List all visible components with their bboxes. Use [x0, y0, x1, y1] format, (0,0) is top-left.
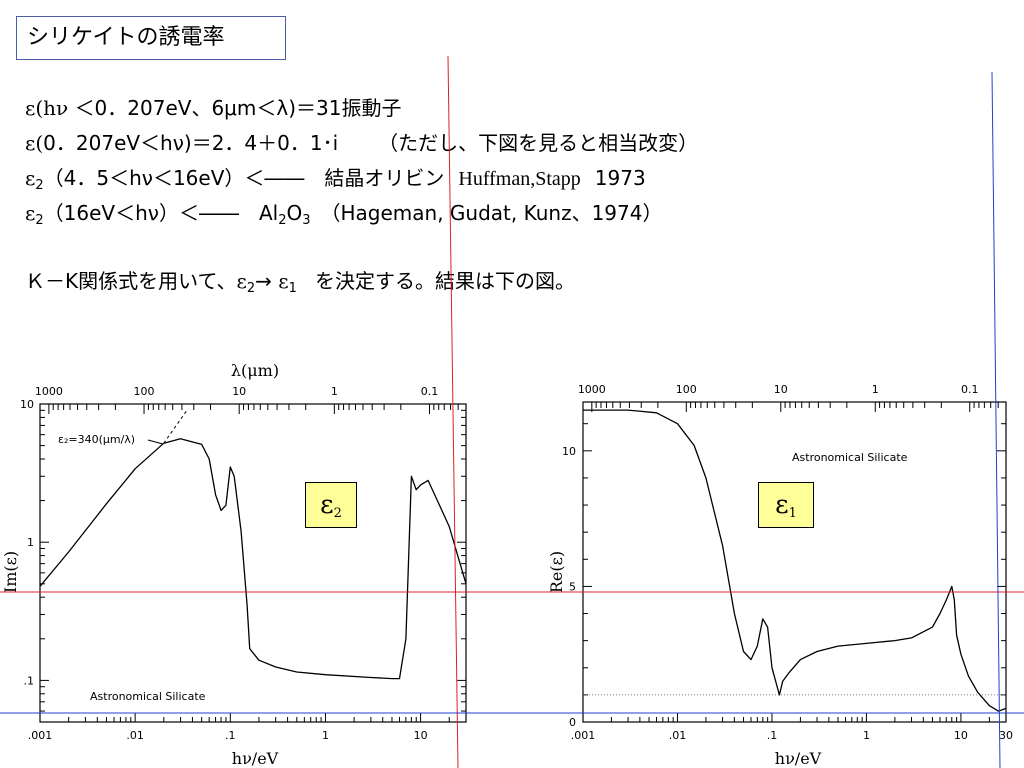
eps-subscript: 1 — [288, 281, 297, 296]
x-tick-label: 10 — [954, 729, 968, 742]
x-tick-label: 10 — [414, 729, 428, 742]
y-tick-label: 10 — [20, 398, 34, 411]
series-line-2 — [583, 409, 1007, 712]
eps-symbol: ε — [25, 201, 36, 225]
top-tick-label: 1000 — [35, 385, 63, 398]
series-line-1 — [39, 438, 467, 680]
plot-frame-1 — [39, 403, 467, 723]
eps-symbol: ε(hν — [25, 96, 69, 120]
line-3-text-a: （4．5＜hν＜16eV）＜―― 結晶オリビン — [43, 166, 445, 190]
eps-symbol: ε — [775, 490, 789, 520]
al-subscript: 2 — [278, 213, 287, 228]
x-tick-label: .1 — [225, 729, 236, 742]
text-line-5: Ｋ－K関係式を用いて、ε2→ ε1 を決定する。結果は下の図。 — [25, 268, 575, 296]
x-tick-label: .1 — [767, 729, 778, 742]
eps-symbol: ε — [278, 269, 289, 293]
line-4-text-a: （16eV＜hν）＜―― Al — [43, 201, 279, 225]
line-4-reference: （Hageman, Gudat, Kunz、1974） — [320, 201, 663, 225]
chart1-top-axis-label: λ(μm) — [231, 361, 279, 380]
x-tick-label: .001 — [571, 729, 596, 742]
y-tick-label: 5 — [569, 580, 576, 593]
eps-subscript: 2 — [246, 281, 256, 296]
slide-title: シリケイトの誘電率 — [16, 16, 286, 60]
eps-symbol: ε — [236, 269, 247, 293]
top-tick-label: 100 — [134, 385, 155, 398]
eps-symbol: ε( — [25, 131, 44, 155]
line-2-text-a: 0．207eV＜hν)＝2．4＋0．1･i — [43, 131, 339, 155]
chart1-annotation: ε₂=340(μm/λ) — [58, 433, 135, 446]
chart1-xlabel: hν/eV — [232, 749, 279, 768]
line-1-text: ＜0．207eV、6μm＜λ)＝31振動子 — [74, 96, 402, 120]
eps-symbol: ε — [25, 166, 36, 190]
y-tick-label: 1 — [27, 536, 34, 549]
eps-subscript: 2 — [35, 178, 44, 193]
y-tick-label: .1 — [24, 674, 35, 687]
x-tick-label: 1 — [322, 729, 329, 742]
line-3-reference: Huffman,Stapp — [458, 168, 581, 190]
top-tick-label: 10 — [774, 383, 788, 396]
top-tick-label: 0.1 — [421, 385, 439, 398]
top-tick-label: 1000 — [578, 383, 606, 396]
eps1-label-box: ε1 — [758, 482, 814, 528]
text-line-1: ε(hν ＜0．207eV、6μm＜λ)＝31振動子 — [25, 95, 401, 121]
text-line-2: ε(0．207eV＜hν)＝2．4＋0．1･i （ただし、下図を見ると相当改変） — [25, 130, 698, 156]
top-tick-label: 1 — [872, 383, 879, 396]
asymptote-dashed-line — [163, 410, 188, 444]
red-vertical-guide — [447, 55, 459, 768]
o-subscript: 3 — [302, 213, 311, 228]
top-tick-label: 0.1 — [961, 383, 979, 396]
line-4-text-b: O — [286, 201, 303, 225]
eps-subscript: 2 — [35, 213, 44, 228]
top-tick-label: 100 — [676, 383, 697, 396]
chart2-inner-label: Astronomical Silicate — [792, 451, 908, 464]
eps-symbol: ε — [320, 490, 334, 520]
line-5-text-a: Ｋ－K関係式を用いて、 — [25, 269, 237, 293]
chart2-xlabel: hν/eV — [775, 749, 822, 768]
line-2-text-b: （ただし、下図を見ると相当改変） — [378, 131, 699, 155]
x-tick-label: 1 — [863, 729, 870, 742]
chart2-ylabel: Re(ε) — [547, 551, 566, 593]
eps-subscript: 2 — [333, 506, 342, 521]
annotation-leader — [147, 439, 164, 445]
y-tick-label: 0 — [569, 716, 576, 729]
y-tick-label: 10 — [562, 445, 576, 458]
top-tick-label: 10 — [232, 385, 246, 398]
text-line-3: ε2（4．5＜hν＜16eV）＜―― 結晶オリビン Huffman,Stapp 19… — [25, 165, 646, 192]
x-tick-label: 30 — [999, 729, 1013, 742]
top-tick-label: 1 — [331, 385, 338, 398]
chart1-inner-label: Astronomical Silicate — [90, 690, 206, 703]
arrow-symbol: → — [255, 269, 272, 293]
line-3-year: 1973 — [594, 166, 646, 190]
eps-subscript: 1 — [788, 506, 797, 521]
chart1-ylabel: Im(ε) — [1, 551, 20, 593]
plot-frame-2 — [582, 401, 1007, 723]
x-tick-label: .01 — [126, 729, 144, 742]
x-tick-label: .01 — [669, 729, 687, 742]
eps2-label-box: ε2 — [305, 482, 357, 528]
x-tick-label: .001 — [28, 729, 53, 742]
text-line-4: ε2（16eV＜hν）＜―― Al2O3 （Hageman, Gudat, Kun… — [25, 200, 663, 228]
line-5-text-b: を決定する。結果は下の図。 — [314, 269, 575, 293]
blue-vertical-guide — [991, 71, 1001, 768]
